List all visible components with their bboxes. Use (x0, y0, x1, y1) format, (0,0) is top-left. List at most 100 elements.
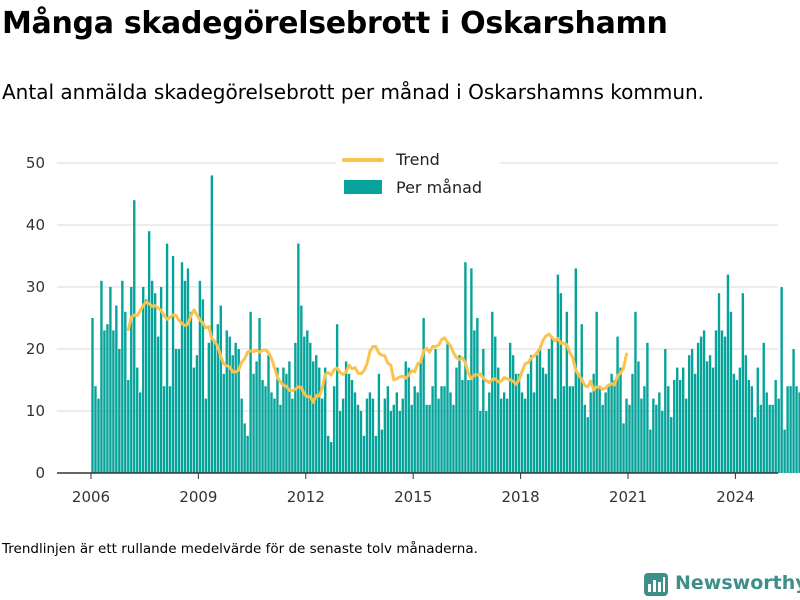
bar (371, 398, 375, 473)
bar (479, 411, 482, 473)
chart-title: Många skadegörelsebrott i Oskarshamn (2, 6, 668, 41)
bar (458, 355, 461, 473)
bar (747, 380, 751, 473)
bar (359, 411, 363, 473)
bar (553, 398, 557, 473)
trend-line (126, 300, 629, 404)
bar (440, 386, 443, 473)
bar (171, 256, 175, 473)
bar (133, 200, 136, 473)
bar (213, 342, 217, 473)
bar (577, 373, 580, 473)
bar (231, 355, 234, 473)
bar (338, 411, 342, 473)
legend-trend-label: Trend (395, 150, 440, 169)
bar (222, 373, 225, 473)
bar (503, 392, 506, 473)
bar (240, 398, 243, 473)
bar (476, 318, 479, 473)
axes: 0 10 20 30 40 50 2006 2009 2012 2015 2018 2021 2024 (26, 154, 778, 506)
bar (225, 330, 228, 473)
y-tick-label: 10 (26, 402, 45, 420)
bar (324, 367, 327, 473)
bar (738, 367, 742, 473)
x-tick-label: 2021 (609, 488, 647, 506)
bar (386, 386, 390, 473)
bar (380, 429, 384, 473)
bar (335, 324, 339, 473)
legend-bar-swatch (344, 180, 382, 194)
bar (679, 380, 682, 473)
bar (461, 380, 464, 473)
bar (210, 175, 214, 473)
bar (649, 429, 652, 473)
bar (750, 386, 753, 473)
bar (407, 367, 410, 473)
bar (350, 380, 354, 473)
bar (726, 274, 730, 473)
bar (619, 367, 622, 473)
bar (798, 392, 800, 473)
bar (667, 386, 670, 473)
bar (613, 380, 616, 473)
bar (91, 318, 94, 473)
bar (285, 373, 288, 473)
bar (705, 361, 709, 473)
bar (640, 398, 643, 473)
bar (670, 417, 673, 473)
y-tick-label: 30 (26, 278, 45, 296)
bar (198, 280, 202, 473)
bar (261, 380, 264, 473)
bar (303, 336, 306, 473)
bar (368, 392, 372, 473)
bar (389, 411, 393, 473)
bar (383, 398, 387, 473)
bar (676, 367, 679, 473)
bar (759, 404, 762, 473)
bar (580, 324, 583, 473)
bar (159, 287, 163, 473)
bar (729, 311, 733, 473)
bar (106, 324, 109, 473)
bar (762, 342, 765, 473)
brand-logo[interactable]: Newsworthy (644, 568, 800, 598)
bar (410, 404, 413, 473)
bar (783, 429, 786, 473)
bar (586, 417, 589, 473)
bar (341, 398, 345, 473)
bar (150, 280, 154, 473)
bar (634, 311, 637, 473)
bar (291, 398, 294, 473)
legend[interactable]: Trend Per månad (336, 148, 500, 202)
bar (559, 293, 563, 473)
bar (326, 435, 330, 473)
bar (723, 336, 727, 473)
bar (589, 392, 592, 473)
x-tick-label: 2018 (502, 488, 540, 506)
bar (127, 380, 130, 473)
bar (511, 355, 515, 473)
bar (318, 367, 321, 473)
bar (756, 367, 759, 473)
bar (485, 411, 488, 473)
bar (419, 361, 422, 473)
legend-bar-label: Per månad (396, 178, 482, 197)
bar (139, 392, 142, 473)
bar (121, 280, 124, 473)
bar (795, 386, 798, 473)
trend-layer (126, 300, 629, 404)
bar (207, 342, 211, 473)
bar (473, 330, 476, 473)
bar (741, 293, 745, 473)
bar (118, 349, 121, 473)
bar (282, 367, 285, 473)
bar (428, 404, 431, 473)
bar (395, 392, 398, 473)
bar (550, 336, 554, 473)
bar (607, 386, 610, 473)
bar (482, 349, 485, 473)
bar (702, 330, 706, 473)
bar (735, 380, 739, 473)
bar (470, 268, 473, 473)
